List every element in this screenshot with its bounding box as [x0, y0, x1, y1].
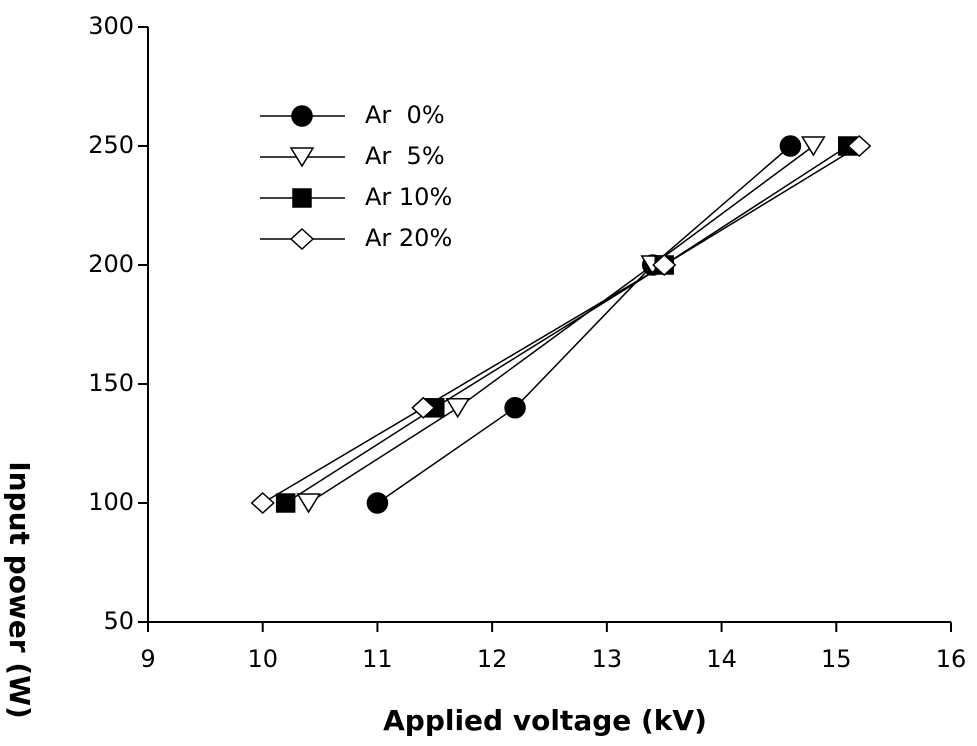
- x-tick-label: 12: [477, 645, 508, 673]
- legend-label: Ar 0%: [365, 101, 445, 129]
- marker: [293, 189, 311, 207]
- x-tick-label: 16: [936, 645, 967, 673]
- marker: [291, 229, 313, 249]
- y-tick-label: 300: [88, 12, 134, 40]
- x-tick-label: 14: [706, 645, 737, 673]
- marker: [277, 494, 295, 512]
- legend-label: Ar 20%: [365, 224, 452, 252]
- chart: Applied voltage (kV) Input power (W) 50 1…: [0, 0, 977, 746]
- marker: [780, 136, 800, 156]
- x-tick-label: 9: [140, 645, 155, 673]
- marker: [447, 399, 469, 417]
- marker: [252, 493, 274, 513]
- y-tick-label: 50: [103, 607, 134, 635]
- x-tick-label: 10: [247, 645, 278, 673]
- y-tick-label: 250: [88, 131, 134, 159]
- marker: [367, 493, 387, 513]
- x-axis-title: Applied voltage (kV): [383, 704, 707, 737]
- y-axis-title: Input power (W): [3, 461, 36, 719]
- x-tick-label: 13: [592, 645, 623, 673]
- legend-label: Ar 5%: [365, 142, 445, 170]
- marker: [298, 494, 320, 512]
- series-line: [263, 146, 860, 503]
- marker: [505, 398, 525, 418]
- y-tick-label: 150: [88, 369, 134, 397]
- x-tick-label: 15: [821, 645, 852, 673]
- marker: [292, 106, 312, 126]
- y-tick-label: 200: [88, 250, 134, 278]
- y-tick-label: 100: [88, 488, 134, 516]
- legend-label: Ar 10%: [365, 183, 452, 211]
- x-tick-label: 11: [362, 645, 393, 673]
